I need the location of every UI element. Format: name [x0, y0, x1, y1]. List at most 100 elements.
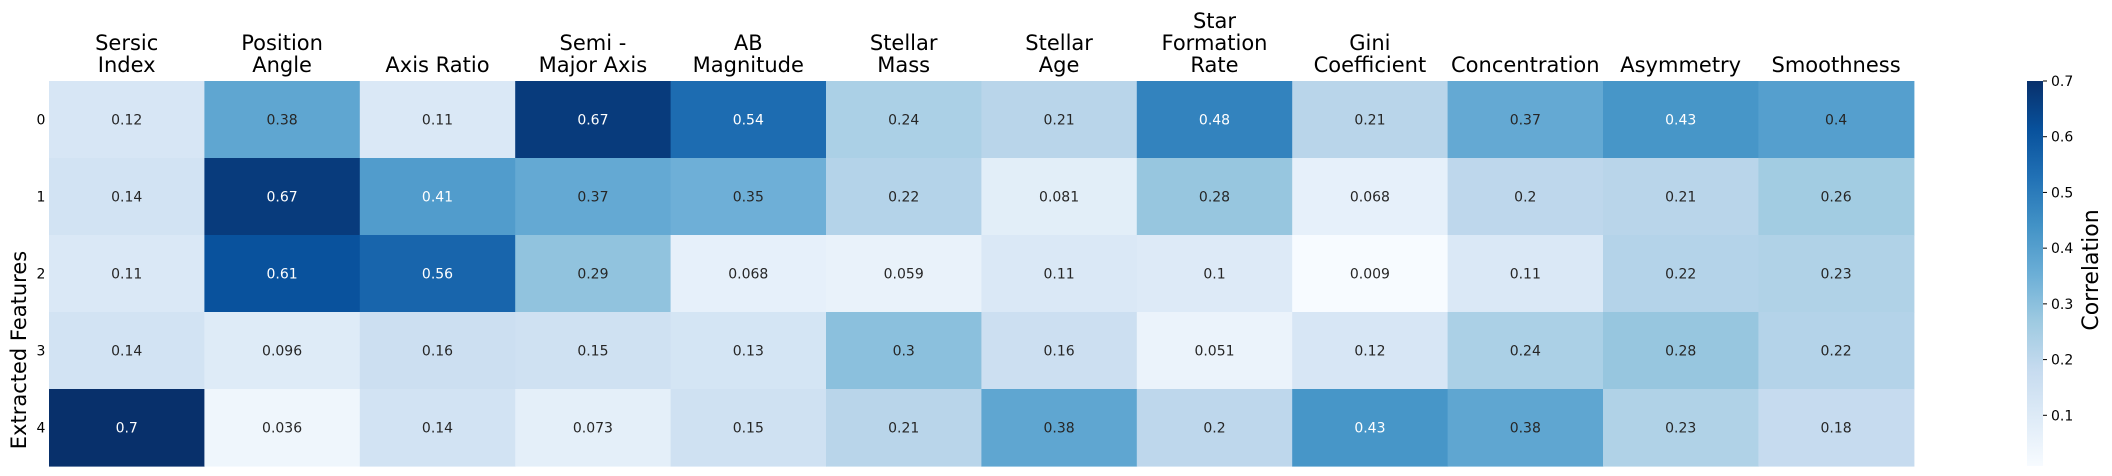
heatmap-cell [1447, 312, 1604, 390]
heatmap-cell [515, 235, 672, 313]
cell-value-label: 0.37 [1510, 113, 1541, 129]
cell-value-label: 0.096 [262, 344, 302, 360]
cell-value-label: 0.18 [1821, 421, 1852, 437]
column-label: Position [241, 31, 323, 55]
row-label: 1 [37, 190, 46, 206]
heatmap-cell [1447, 389, 1604, 467]
heatmap-cell [359, 235, 516, 313]
cell-value-label: 0.28 [1199, 190, 1230, 206]
cell-value-label: 0.14 [111, 190, 142, 206]
cell-value-label: 0.059 [884, 267, 924, 283]
cell-value-label: 0.068 [728, 267, 768, 283]
heatmap-cell [1136, 81, 1293, 159]
cell-value-label: 0.12 [1354, 344, 1385, 360]
column-label: AB [734, 31, 763, 55]
heatmap-cell [515, 389, 672, 467]
column-label: Formation [1162, 31, 1268, 55]
cell-value-label: 0.26 [1821, 190, 1852, 206]
column-label: Angle [252, 53, 312, 77]
heatmap-cell [670, 312, 827, 390]
heatmap-cell [1603, 158, 1759, 236]
cell-value-label: 0.14 [111, 344, 142, 360]
heatmap-cell [1447, 81, 1604, 159]
heatmap-cell [359, 158, 516, 236]
cell-value-label: 0.22 [1665, 267, 1696, 283]
cell-value-label: 0.21 [888, 421, 919, 437]
cell-value-label: 0.15 [733, 421, 764, 437]
heatmap-cell [826, 235, 982, 313]
colorbar-tick-label: 0.2 [2051, 353, 2073, 369]
heatmap-cell [204, 81, 361, 159]
column-label: Concentration [1451, 53, 1600, 77]
cell-value-label: 0.41 [422, 190, 453, 206]
heatmap-cell [670, 389, 827, 467]
cell-value-label: 0.67 [577, 113, 608, 129]
column-label: Axis Ratio [385, 53, 489, 77]
cell-value-label: 0.35 [733, 190, 764, 206]
heatmap-cell [49, 389, 205, 467]
cell-value-label: 0.12 [111, 113, 142, 129]
colorbar-gradient [2027, 81, 2043, 466]
column-label: Index [98, 53, 156, 77]
cell-value-label: 0.2 [1203, 421, 1225, 437]
column-label: Star [1193, 9, 1236, 33]
heatmap-cell [981, 312, 1138, 390]
heatmap-cell [1136, 158, 1293, 236]
row-label: 2 [37, 267, 46, 283]
cell-value-label: 0.2 [1514, 190, 1536, 206]
column-label: Mass [877, 53, 930, 77]
column-label: Rate [1190, 53, 1238, 77]
cell-value-label: 0.48 [1199, 113, 1230, 129]
heatmap-cell [1292, 389, 1449, 467]
colorbar-tick-label: 0.6 [2051, 130, 2073, 146]
heatmap-cell [981, 235, 1138, 313]
heatmap-cell [670, 158, 827, 236]
heatmap-cell [981, 158, 1138, 236]
cell-value-label: 0.43 [1665, 113, 1696, 129]
heatmap-cell [1758, 81, 1915, 159]
heatmap-cell [1136, 235, 1293, 313]
heatmap-cell [1136, 312, 1293, 390]
cell-value-label: 0.23 [1665, 421, 1696, 437]
heatmap-cell [1603, 389, 1759, 467]
cell-value-label: 0.61 [267, 267, 298, 283]
cell-value-label: 0.67 [267, 190, 298, 206]
cell-value-label: 0.11 [422, 113, 453, 129]
column-label: Stellar [1025, 31, 1093, 55]
cell-value-label: 0.009 [1350, 267, 1390, 283]
cell-value-label: 0.28 [1665, 344, 1696, 360]
heatmap-cell [1603, 81, 1759, 159]
heatmap-cell [204, 235, 361, 313]
heatmap-cell [1292, 312, 1449, 390]
heatmap-cells: 0.12 0.38 0.11 0.67 0.54 0.24 0.21 0.48 0.21 0.37… [49, 81, 1915, 467]
column-label: Smoothness [1772, 53, 1901, 77]
heatmap-cell [826, 158, 982, 236]
cell-value-label: 0.38 [1044, 421, 1075, 437]
heatmap-cell [49, 158, 205, 236]
heatmap-cell [670, 235, 827, 313]
cell-value-label: 0.16 [422, 344, 453, 360]
colorbar-tick-label: 0.4 [2051, 241, 2073, 257]
heatmap-cell [204, 389, 361, 467]
cell-value-label: 0.21 [1665, 190, 1696, 206]
cell-value-label: 0.43 [1354, 421, 1385, 437]
heatmap-cell [1447, 235, 1604, 313]
heatmap-cell [1758, 389, 1915, 467]
heatmap-cell [1136, 389, 1293, 467]
cell-value-label: 0.15 [577, 344, 608, 360]
cell-value-label: 0.4 [1825, 113, 1847, 129]
cell-value-label: 0.24 [888, 113, 919, 129]
heatmap-cell [1292, 235, 1449, 313]
heatmap-cell [1292, 158, 1449, 236]
cell-value-label: 0.23 [1821, 267, 1852, 283]
heatmap-cell [204, 158, 361, 236]
column-label: Major Axis [539, 53, 648, 77]
heatmap-cell [981, 81, 1138, 159]
cell-value-label: 0.22 [888, 190, 919, 206]
cell-value-label: 0.036 [262, 421, 302, 437]
heatmap-cell [1292, 81, 1449, 159]
cell-value-label: 0.14 [422, 421, 453, 437]
cell-value-label: 0.068 [1350, 190, 1390, 206]
cell-value-label: 0.38 [1510, 421, 1541, 437]
